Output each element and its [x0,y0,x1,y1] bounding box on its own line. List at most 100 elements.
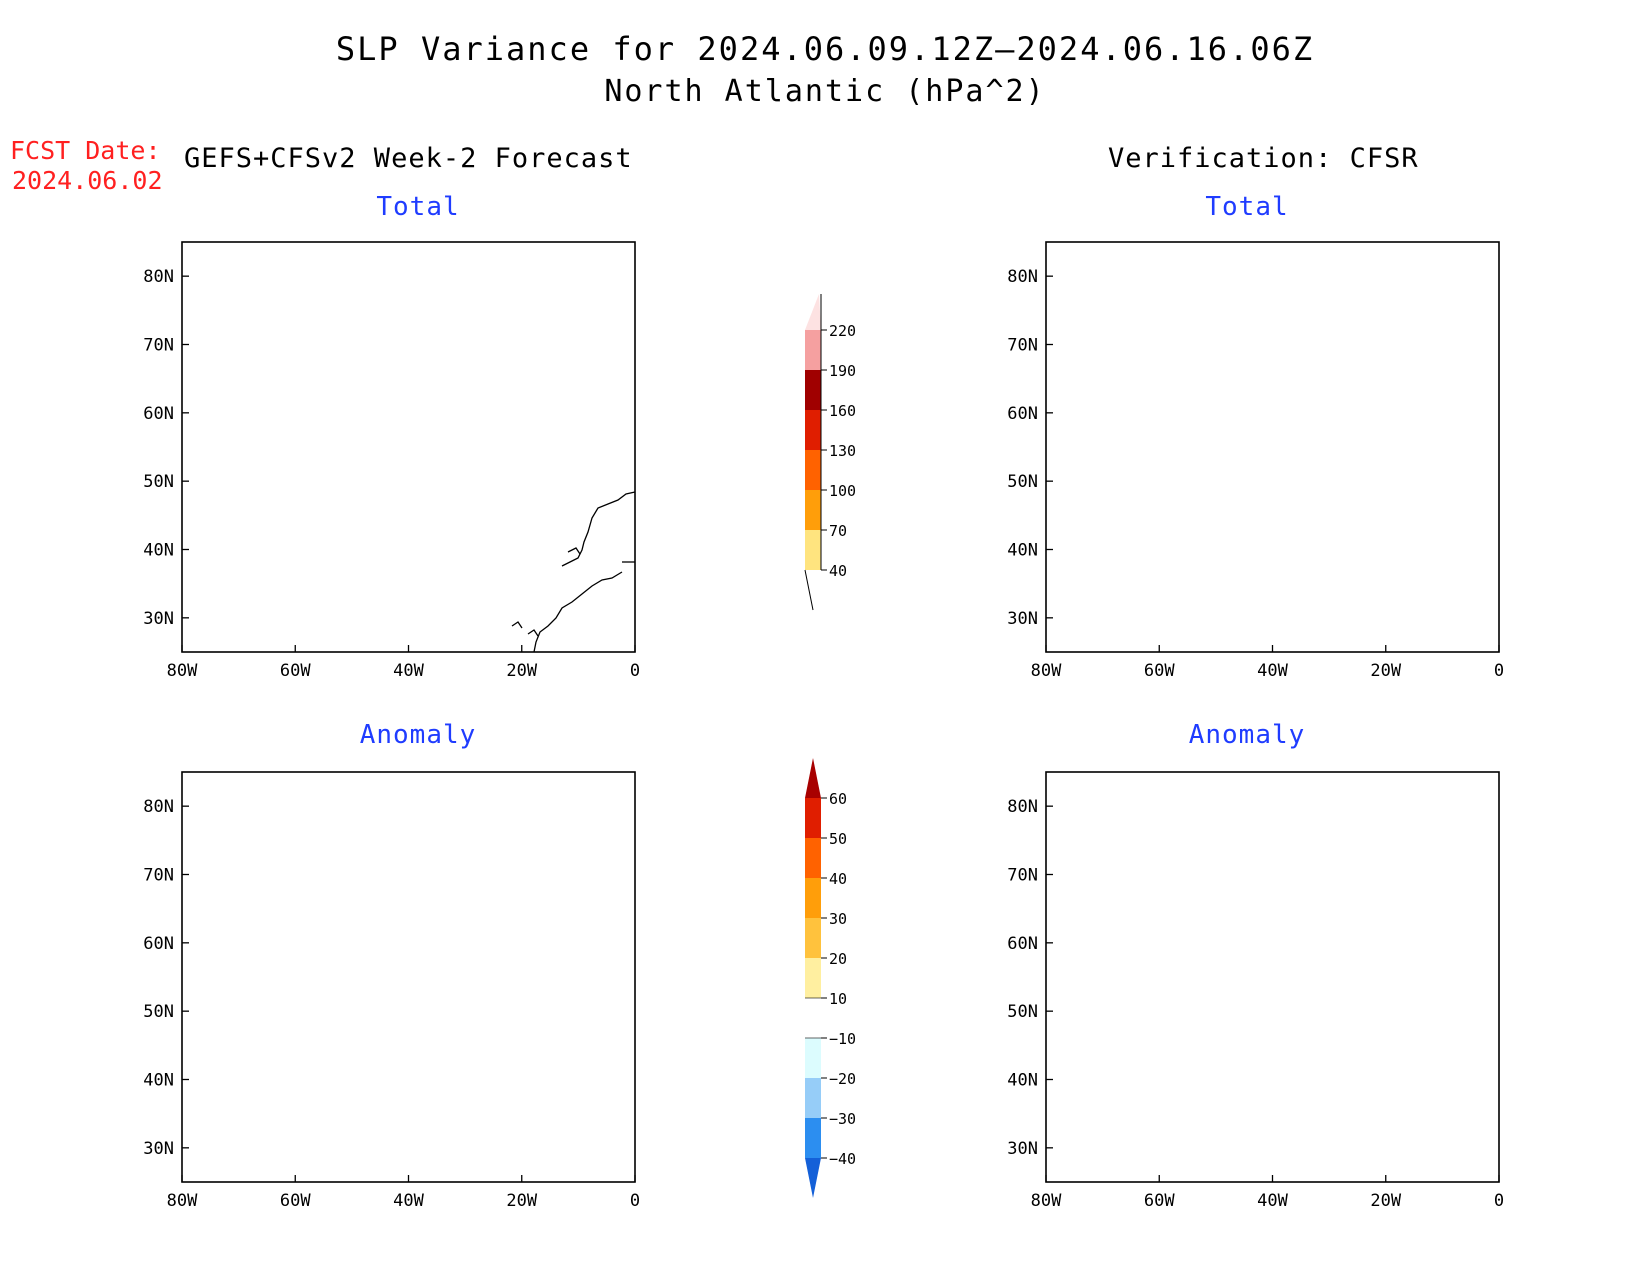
colorbar-label: −40 [829,1150,856,1168]
x-tick-label: 20W [1370,1191,1401,1211]
y-tick-label: 60N [143,404,174,424]
y-tick-label: 70N [143,866,174,886]
y-tick-label: 30N [143,609,174,629]
colorbar-segment [805,958,821,998]
colorbar-label: 50 [829,830,847,848]
contour-anomaly-40 [1076,990,1096,1002]
contour-anomaly-neg10 [1168,992,1352,1078]
colorbar-label: 60 [829,790,847,808]
colorbar-label: −20 [829,1070,856,1088]
contour-anomaly-neg20 [1206,1008,1332,1066]
x-tick-label: 60W [280,1191,311,1211]
colorbar-top-arrow [805,294,821,330]
contour-layer [182,780,635,1182]
contour-anomaly-20 [1176,958,1236,1008]
x-tick-label: 0 [630,661,640,681]
colorbar-segment [805,450,821,490]
y-tick-label: 40N [1007,1071,1038,1091]
forecast-date-label: FCST Date: [10,136,161,165]
contour-anomaly-neg20 [1420,862,1499,924]
colorbar-label: 100 [829,482,856,500]
colorbar-segment [805,330,821,370]
contour-anomaly-50 [1176,824,1232,866]
colorbar-label: 130 [829,442,856,460]
x-tick-label: 0 [630,1191,640,1211]
x-tick-label: 60W [1144,1191,1175,1211]
coastline [1046,780,1499,1182]
x-tick-label: 40W [393,1191,424,1211]
colorbar-total: 40 70 100 130 160 190 220 [804,294,856,611]
map-frame [1045,241,1500,653]
y-tick-label: 80N [1007,267,1038,287]
x-tick-label: 20W [1370,661,1401,681]
colorbar-label: 10 [829,990,847,1008]
x-tick-label: 60W [280,661,311,681]
panel-title-forecast-total: Total [376,192,460,222]
main-title: SLP Variance for 2024.06.09.12Z–2024.06.… [335,30,1315,68]
colorbar-bottom-arrow [805,1158,821,1198]
contour-total-70 [1046,438,1126,486]
map-frame [181,241,636,653]
colorbar-segment [805,998,821,1038]
colorbar-label: 160 [829,402,856,420]
colorbar-label: 30 [829,910,847,928]
y-tick-label: 80N [143,797,174,817]
contour-total-100 [1316,388,1448,448]
contour-anomaly-60 [1196,834,1216,844]
colorbar-segment [805,490,821,530]
map-panel-p4: 80W 60W 40W 20W 0 80N 70N 60N 50N 40N 30N [1007,771,1504,1211]
contour-total-70 [1268,366,1499,468]
map-frame [1045,771,1500,1183]
contour-anomaly-20 [1268,892,1499,1008]
colorbar-segment [805,798,821,838]
colorbar-segment [805,878,821,918]
y-tick-label: 30N [1007,1139,1038,1159]
x-tick-label: 80W [1031,661,1062,681]
x-tick-label: 20W [506,1191,537,1211]
contour-anomaly-neg10 [1046,868,1116,924]
x-tick-label: 60W [1144,661,1175,681]
colorbar-label: −10 [829,1030,856,1048]
contour-anomaly-60 [1414,958,1440,974]
x-tick-label: 40W [1257,1191,1288,1211]
y-tick-label: 40N [1007,541,1038,561]
colorbar-label: 20 [829,950,847,968]
panel-title-verification-total: Total [1205,192,1289,222]
contour-layer [1046,242,1499,652]
colorbar-segment [805,1078,821,1118]
colorbar-outline [804,294,822,611]
colorbar-segment [805,838,821,878]
x-tick-label: 80W [167,1191,198,1211]
contour-layer [1046,772,1499,1182]
y-tick-label: 70N [143,336,174,356]
map-panel-p3: 80W 60W 40W 20W 0 80N 70N 60N 50N 40N 30N [143,771,640,1211]
panel-title-forecast-anomaly: Anomaly [359,720,477,750]
coastline [1046,250,1499,652]
x-tick-label: 20W [506,661,537,681]
colorbar-label: 40 [829,870,847,888]
x-tick-label: 40W [393,661,424,681]
x-tick-label: 0 [1494,1191,1504,1211]
contour-anomaly-neg30 [1464,898,1484,910]
x-tick-label: 40W [1257,661,1288,681]
y-tick-label: 80N [143,267,174,287]
y-tick-label: 80N [1007,797,1038,817]
y-tick-label: 50N [1007,1002,1038,1022]
coastline [182,780,635,1182]
contour-anomaly-50 [1292,910,1454,978]
contour-anomaly-neg20 [1046,874,1068,906]
main-subtitle: North Atlantic (hPa^2) [604,74,1046,109]
contour-anomaly-60 [1312,916,1368,942]
contour-anomaly-neg10 [1386,842,1499,940]
contour-anomaly-40 [1166,816,1256,884]
y-tick-label: 40N [143,1071,174,1091]
colorbar-segment [805,918,821,958]
colorbar-label: 190 [829,362,856,380]
colorbar-top-arrow [805,758,821,798]
map-frame [181,771,636,1183]
x-tick-label: 80W [167,661,198,681]
contour-anomaly-30 [1190,968,1222,998]
contour-anomaly-30 [1276,902,1499,998]
colorbar-segment [805,1118,821,1158]
